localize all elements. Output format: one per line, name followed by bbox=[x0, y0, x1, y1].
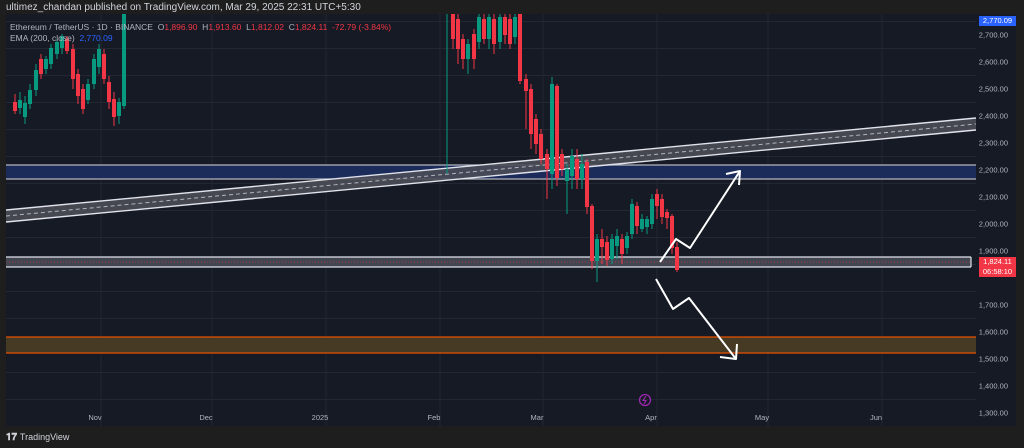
publisher-line: ultimez_chandan published on TradingView… bbox=[6, 2, 361, 13]
open-value: 1,896.90 bbox=[164, 22, 198, 32]
last-price: 1,824.11 bbox=[983, 257, 1012, 266]
lightning-icon bbox=[638, 393, 652, 407]
candles-middle bbox=[446, 14, 679, 282]
candles-left bbox=[13, 14, 126, 126]
y-tick: 2,700.00 bbox=[978, 30, 1008, 40]
projection-arrow-up bbox=[659, 170, 741, 263]
high-value: 1,913.60 bbox=[208, 22, 242, 32]
chart-canvas bbox=[6, 14, 976, 426]
ohlc-legend: Ethereum / TetherUS · 1D · BINANCE O1,89… bbox=[10, 22, 392, 32]
y-tick: 1,900.00 bbox=[978, 246, 1008, 256]
last-price-label: 1,824.11 06:58:10 bbox=[979, 257, 1016, 277]
y-tick: 2,400.00 bbox=[978, 111, 1008, 121]
target-zone bbox=[6, 336, 976, 354]
y-tick: 1,600.00 bbox=[978, 327, 1008, 337]
x-tick-feb: Feb bbox=[427, 413, 441, 422]
y-tick: 1,300.00 bbox=[978, 408, 1008, 418]
y-tick: 2,300.00 bbox=[978, 138, 1008, 148]
low-value: 1,812.02 bbox=[250, 22, 284, 32]
x-tick-apr: Apr bbox=[645, 413, 657, 422]
tradingview-logo[interactable]: 𝟏𝟕 TradingView bbox=[6, 432, 69, 443]
y-tick: 2,100.00 bbox=[978, 192, 1008, 202]
y-tick: 2,500.00 bbox=[978, 84, 1008, 94]
y-tick: 2,200.00 bbox=[978, 165, 1008, 175]
x-tick-2025: 2025 bbox=[311, 413, 329, 422]
change-value: -72.79 (-3.84%) bbox=[332, 22, 392, 32]
y-tick: 2,600.00 bbox=[978, 57, 1008, 67]
ema-price-label: 2,770.09 bbox=[979, 16, 1016, 26]
rising-channel bbox=[6, 117, 976, 223]
tv-logo-icon: 𝟏𝟕 bbox=[6, 432, 18, 443]
symbol-label[interactable]: Ethereum / TetherUS · 1D · BINANCE bbox=[10, 22, 153, 32]
close-value: 1,824.11 bbox=[294, 22, 328, 32]
x-tick-nov: Nov bbox=[88, 413, 102, 422]
support-zone bbox=[6, 256, 972, 268]
y-tick: 1,700.00 bbox=[978, 300, 1008, 310]
price-scale[interactable]: 2,700.00 2,600.00 2,500.00 2,400.00 2,30… bbox=[976, 14, 1016, 426]
projection-arrow-down bbox=[655, 278, 738, 360]
x-tick-dec: Dec bbox=[199, 413, 213, 422]
ema-legend[interactable]: EMA (200, close) 2,770.09 bbox=[10, 33, 113, 43]
x-tick-may: May bbox=[754, 413, 770, 422]
y-tick: 2,000.00 bbox=[978, 219, 1008, 229]
y-tick: 1,400.00 bbox=[978, 381, 1008, 391]
ema-label: EMA (200, close) bbox=[10, 33, 75, 43]
chart-pane[interactable]: Nov Dec 2025 Feb Mar Apr May Jun bbox=[6, 14, 976, 426]
ema-value: 2,770.09 bbox=[79, 33, 113, 43]
x-tick-mar: Mar bbox=[530, 413, 544, 422]
bar-countdown: 06:58:10 bbox=[982, 267, 1013, 276]
y-tick: 1,500.00 bbox=[978, 354, 1008, 364]
brand-label: TradingView bbox=[19, 432, 70, 442]
x-tick-jun: Jun bbox=[869, 413, 883, 422]
